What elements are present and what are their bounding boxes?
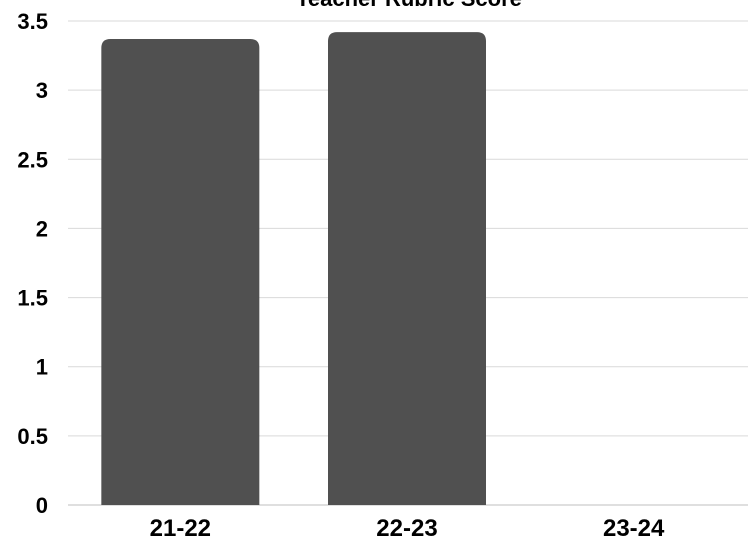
- x-tick-label: 21-22: [150, 515, 211, 540]
- y-tick-label: 2: [36, 216, 48, 241]
- y-tick-label: 3.5: [17, 9, 48, 34]
- y-tick-label: 0: [36, 493, 48, 518]
- x-axis-ticks: 21-22 22-23 23-24: [150, 515, 665, 542]
- chart-title: Teacher Rubric Score: [296, 0, 522, 11]
- x-tick-label: 23-24: [603, 515, 665, 540]
- bars: [101, 32, 486, 505]
- y-tick-label: 1.5: [17, 286, 48, 311]
- y-tick-label: 0.5: [17, 424, 48, 449]
- bar-22-23: [328, 32, 486, 505]
- y-tick-label: 2.5: [17, 147, 48, 172]
- bar-21-22: [101, 38, 260, 505]
- y-tick-label: 1: [36, 355, 48, 380]
- y-tick-label: 3: [36, 78, 48, 103]
- y-axis-ticks: 0 0.5 1 1.5 2 2.5 3 3.5: [17, 9, 48, 518]
- x-tick-label: 22-23: [376, 515, 437, 540]
